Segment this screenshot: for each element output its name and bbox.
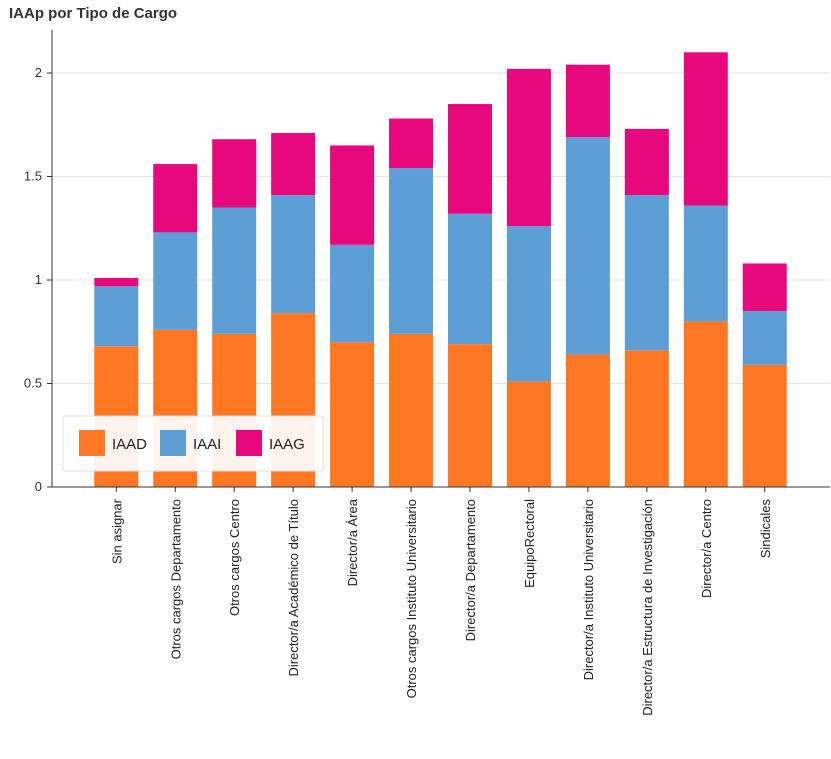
x-tick-label: Director/a Académico de Título	[286, 499, 301, 677]
bar-segment-iaad[interactable]	[565, 354, 610, 487]
y-tick-label: 1	[35, 272, 42, 287]
y-tick-label: 0.5	[24, 376, 42, 391]
legend[interactable]: IAAD IAAI IAAG	[62, 415, 324, 472]
bar-segment-iaad[interactable]	[742, 364, 787, 487]
bar-segment-iaad[interactable]	[330, 342, 375, 487]
x-tick-label: Otros cargos Departamento	[168, 499, 183, 659]
legend-box	[62, 415, 324, 472]
y-tick-label: 2	[35, 65, 42, 80]
bar-segment-iaai[interactable]	[212, 207, 257, 334]
bar-segment-iaag[interactable]	[212, 139, 257, 208]
bar-segment-iaai[interactable]	[506, 226, 551, 382]
bar-segment-iaad[interactable]	[506, 381, 551, 487]
bar-segment-iaai[interactable]	[742, 311, 787, 365]
y-tick-label: 0	[35, 479, 42, 494]
bar-segment-iaad[interactable]	[389, 333, 434, 487]
bar-segment-iaai[interactable]	[153, 232, 198, 330]
bar-segment-iaag[interactable]	[153, 164, 198, 233]
x-tick-label: Director/a Instituto Universitario	[581, 499, 596, 680]
x-tick-label: EquipoRectoral	[522, 499, 537, 588]
legend-label-iaai[interactable]: IAAI	[193, 436, 221, 453]
bar-segment-iaai[interactable]	[271, 195, 316, 314]
bar-segment-iaag[interactable]	[742, 263, 787, 312]
bar-segment-iaag[interactable]	[683, 52, 728, 206]
bar-segment-iaad[interactable]	[448, 344, 492, 487]
x-tick-label: Otros cargos Instituto Universitario	[404, 499, 419, 698]
bar-segment-iaag[interactable]	[448, 104, 492, 214]
y-tick-label: 1.5	[24, 169, 42, 184]
bar-segment-iaag[interactable]	[271, 133, 316, 196]
bar-segment-iaai[interactable]	[565, 137, 610, 355]
bar-segment-iaad[interactable]	[683, 321, 728, 487]
chart-title: IAAp por Tipo de Cargo	[9, 5, 178, 22]
bar-segment-iaag[interactable]	[389, 118, 434, 169]
bar-segment-iaai[interactable]	[683, 205, 728, 322]
legend-label-iaad[interactable]: IAAD	[112, 436, 147, 453]
x-tick-label: Sindicales	[758, 499, 773, 559]
axes: 0 0.5 1 1.5 2	[24, 30, 830, 494]
x-tick-label: Director/a Estructura de Investigación	[640, 499, 655, 716]
x-tick-label: Sin asignar	[109, 498, 124, 564]
legend-label-iaag[interactable]: IAAG	[269, 436, 305, 453]
bar-segment-iaag[interactable]	[330, 145, 375, 245]
bar-segment-iaai[interactable]	[389, 168, 434, 334]
x-tick-label: Director/a Área	[345, 498, 360, 586]
bar-segment-iaai[interactable]	[330, 244, 375, 343]
legend-swatch-iaad[interactable]	[79, 430, 105, 456]
bar-segment-iaai[interactable]	[94, 286, 139, 347]
bar-segment-iaag[interactable]	[624, 128, 669, 196]
legend-swatch-iaai[interactable]	[160, 430, 186, 456]
legend-swatch-iaag[interactable]	[236, 430, 262, 456]
bar-segment-iaag[interactable]	[565, 64, 610, 138]
bar-segment-iaag[interactable]	[506, 68, 551, 227]
bar-segment-iaad[interactable]	[624, 350, 669, 487]
bar-segment-iaai[interactable]	[448, 213, 492, 345]
x-tick-label: Director/a Departamento	[463, 499, 478, 641]
bar-segment-iaag[interactable]	[94, 277, 139, 287]
x-tick-label: Otros cargos Centro	[227, 499, 242, 616]
x-tick-label: Director/a Centro	[699, 499, 714, 598]
bar-segment-iaai[interactable]	[624, 195, 669, 351]
category-labels: Sin asignar Otros cargos Departamento Otro…	[109, 498, 772, 716]
